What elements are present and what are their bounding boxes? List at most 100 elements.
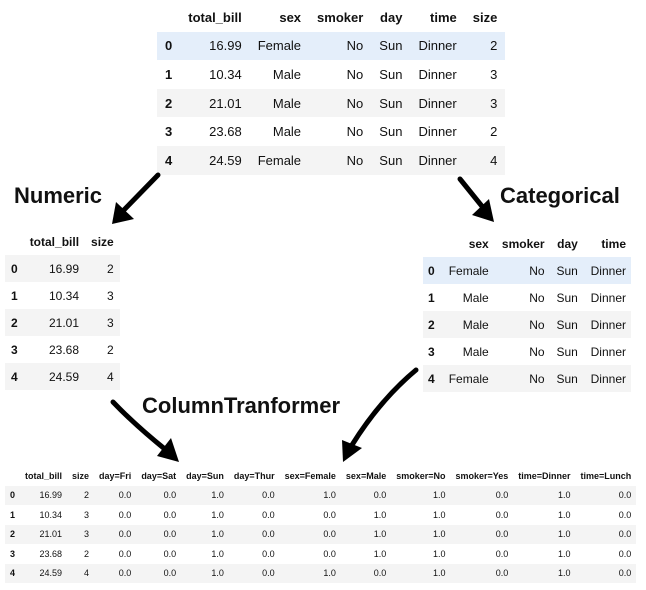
table-cell: 1.0 [513,485,576,505]
table-cell: 0.0 [450,524,514,544]
table-cell: 2 [107,342,114,357]
table-cell: 1.0 [181,524,229,544]
column-header: day=Sun [186,470,224,481]
table-cell: 0.0 [228,563,280,583]
arrow-to-numeric [112,172,161,224]
table-cell: 0.0 [279,524,341,544]
table-cell: 0.0 [163,548,177,559]
column-header: smoker [317,9,364,25]
row-index: 3 [165,124,173,140]
table-cell: 0.0 [136,485,182,505]
table-cell: 21.01 [180,88,250,118]
table-cell: 23.68 [209,124,242,140]
row-index: 1 [11,288,18,303]
table-cell: 0.0 [575,485,637,505]
column-header: sex=Male [345,470,387,481]
table-cell: Dinner [582,311,631,338]
table-cell: 21.01 [20,524,68,544]
table-cell: 16.99 [180,31,250,61]
table-row: 0 Female No Sun Dinner [423,257,631,284]
column-header: sex=Female [284,470,336,481]
table-cell: 0.0 [136,563,182,583]
table-row: 0 16.99 2 0.0 0.0 1.0 0.0 1.0 0.0 1.0 0.0 1.0 0.0 [5,485,637,505]
table-cell: 1.0 [279,485,341,505]
table-row: 0 16.99 Female No Sun Dinner 2 [157,31,506,61]
table-cell: 0.0 [94,485,137,505]
table-cell: Sun [556,290,578,305]
table-row: 2 21.01 Male No Sun Dinner 3 [157,88,506,118]
table-cell: No [309,88,372,118]
table-cell: 0.0 [118,509,132,520]
table-cell: 0.0 [94,524,137,544]
row-index: 4 [5,563,21,583]
table-cell: 1.0 [181,485,229,505]
table-cell: 23.68 [49,342,80,357]
table-cell: 24.59 [20,563,68,583]
column-header: total_bill [29,234,80,249]
column-header: sex [279,9,302,25]
table-cell: 0.0 [262,548,275,559]
row-index: 4 [423,365,441,392]
table-cell: 3 [84,509,90,520]
table-cell: Female [249,31,310,61]
row-index: 0 [157,31,181,61]
table-cell: 1.0 [558,509,571,520]
table-cell: 24.59 [23,363,86,390]
top-table: total_bill sex smoker day time size 0 16.99 Fem… [157,3,506,175]
table-row: 0 16.99 2 [5,255,120,282]
table-cell: 0.0 [163,509,177,520]
table-cell: 3 [490,66,498,82]
table-cell: 1.0 [391,485,451,505]
table-cell: Dinner [418,124,457,140]
table-cell: 1.0 [211,548,224,559]
row-index: 3 [11,342,18,357]
table-cell: 0.0 [575,563,637,583]
column-transformer-label: ColumnTranformer [142,393,341,418]
table-cell: 23.68 [39,548,63,559]
table-cell: Dinner [410,88,465,118]
table-cell: Sun [371,88,411,118]
row-index: 1 [10,509,16,520]
table-cell: No [309,145,372,175]
table-cell: 10.34 [39,509,63,520]
table-cell: Sun [379,66,403,82]
table-cell: 24.59 [180,145,250,175]
table-header-row: sex smoker day time [423,230,631,257]
table-cell: Sun [371,31,411,61]
table-cell: Dinner [590,344,626,359]
table-cell: Male [440,311,494,338]
table-cell: Male [272,66,302,82]
table-cell: Male [249,88,310,118]
table-cell: 0.0 [618,509,632,520]
column-header: size [72,470,90,481]
numeric-table: total_bill size 0 16.99 2 1 10.34 3 2 21.01 3 3 23.… [5,228,120,390]
categorical-table: sex smoker day time 0 Female No Sun Dinner 1 Male… [423,230,631,392]
column-header: time=Lunch [580,470,632,481]
row-index: 4 [5,363,24,390]
table-cell: 0.0 [228,485,280,505]
table-cell: 10.34 [209,66,242,82]
table-cell: 0.0 [323,509,336,520]
table-row: 1 10.34 3 [5,282,120,309]
row-index: 1 [165,66,173,82]
table-cell: No [346,124,364,140]
table-cell: Sun [549,365,583,392]
table-row: 1 Male No Sun Dinner [423,284,631,311]
table-header-row: total_bill size day=Fri day=Sat day=Sun day=T… [5,466,636,486]
table-cell: 0.0 [340,563,392,583]
column-header: smoker [501,236,545,251]
table-row: 3 23.68 2 [5,336,120,363]
table-cell: 1.0 [432,509,446,520]
table-cell: 0.0 [228,524,280,544]
table-cell: 3 [85,309,120,336]
table-cell: 16.99 [23,255,86,282]
table-cell: Dinner [582,365,631,392]
table-cell: Dinner [418,66,457,82]
table-cell: No [529,290,545,305]
column-header: smoker=No [396,470,446,481]
table-cell: Female [440,257,494,284]
table-cell: Sun [371,145,411,175]
table-cell: Dinner [582,257,631,284]
column-header: total_bill [25,470,63,481]
column-header: time=Dinner [518,470,571,481]
